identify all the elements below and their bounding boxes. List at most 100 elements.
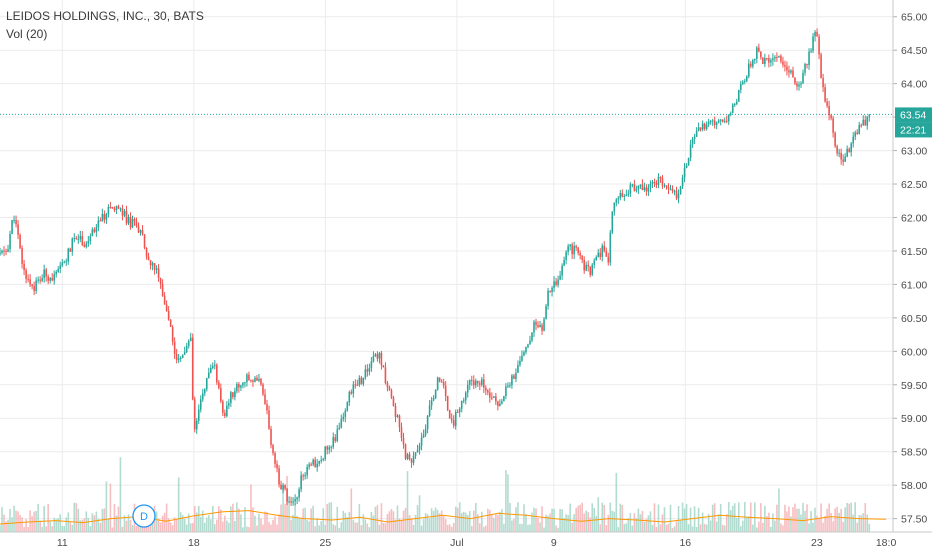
candle[interactable] — [0, 252, 1, 255]
candle[interactable] — [145, 247, 148, 257]
candle[interactable] — [374, 354, 377, 357]
candle[interactable] — [344, 410, 347, 417]
candle[interactable] — [123, 210, 126, 216]
candle[interactable] — [800, 83, 802, 85]
candle[interactable] — [448, 409, 451, 419]
candle[interactable] — [772, 58, 774, 61]
candle[interactable] — [778, 55, 780, 58]
candle[interactable] — [201, 393, 204, 400]
candle[interactable] — [354, 384, 357, 386]
candle[interactable] — [262, 384, 264, 395]
candle[interactable] — [125, 210, 128, 224]
candle[interactable] — [609, 232, 612, 263]
candle[interactable] — [238, 384, 240, 388]
candle[interactable] — [250, 380, 252, 382]
candle[interactable] — [551, 287, 553, 293]
candle[interactable] — [199, 399, 202, 410]
candle[interactable] — [244, 382, 246, 384]
candle[interactable] — [434, 389, 437, 399]
candle[interactable] — [205, 378, 208, 390]
candle[interactable] — [236, 384, 238, 392]
candle[interactable] — [318, 460, 320, 464]
candle[interactable] — [589, 266, 592, 275]
candle[interactable] — [651, 182, 654, 184]
candle[interactable] — [820, 54, 822, 79]
candle[interactable] — [143, 234, 146, 248]
candle[interactable] — [468, 380, 471, 385]
candle[interactable] — [161, 283, 164, 296]
candle[interactable] — [808, 51, 810, 66]
candle[interactable] — [224, 412, 226, 417]
candle[interactable] — [625, 194, 628, 196]
candle[interactable] — [308, 464, 310, 467]
candle[interactable] — [707, 121, 710, 125]
candle[interactable] — [776, 57, 778, 59]
candle[interactable] — [569, 244, 571, 247]
candle[interactable] — [737, 89, 740, 102]
candle[interactable] — [456, 412, 459, 414]
candle[interactable] — [675, 190, 678, 199]
candle[interactable] — [727, 114, 730, 122]
candle[interactable] — [302, 475, 304, 477]
candle[interactable] — [93, 229, 96, 232]
candle[interactable] — [370, 361, 373, 369]
candle[interactable] — [246, 374, 248, 383]
candle[interactable] — [828, 106, 830, 116]
candle[interactable] — [788, 70, 790, 73]
candle[interactable] — [729, 113, 732, 115]
candle[interactable] — [101, 213, 104, 222]
candle[interactable] — [735, 101, 738, 105]
candle[interactable] — [854, 132, 857, 137]
candle[interactable] — [396, 415, 399, 417]
candle[interactable] — [485, 387, 487, 391]
candle[interactable] — [270, 428, 272, 446]
candle[interactable] — [137, 225, 140, 233]
candle[interactable] — [637, 185, 640, 190]
candle[interactable] — [69, 248, 72, 252]
candle[interactable] — [804, 63, 806, 73]
candle[interactable] — [810, 50, 812, 52]
candle[interactable] — [489, 392, 491, 398]
candle[interactable] — [491, 397, 493, 399]
candle[interactable] — [157, 268, 160, 278]
candle[interactable] — [330, 446, 333, 448]
dividend-marker[interactable] — [132, 504, 156, 528]
candle[interactable] — [252, 380, 254, 382]
candle[interactable] — [264, 394, 266, 405]
candle[interactable] — [754, 58, 756, 61]
candle[interactable] — [378, 352, 381, 359]
candle[interactable] — [784, 64, 786, 67]
candle[interactable] — [356, 384, 359, 386]
candle[interactable] — [9, 233, 11, 250]
candle[interactable] — [483, 379, 485, 388]
candle[interactable] — [647, 187, 650, 192]
candle[interactable] — [866, 116, 869, 126]
candle[interactable] — [248, 374, 250, 381]
candle[interactable] — [31, 284, 33, 287]
candle[interactable] — [366, 369, 369, 372]
candle[interactable] — [3, 250, 5, 252]
candle[interactable] — [29, 279, 31, 285]
candle[interactable] — [87, 240, 90, 244]
candle[interactable] — [852, 136, 854, 144]
candle[interactable] — [155, 268, 158, 270]
candle[interactable] — [314, 459, 316, 468]
candle[interactable] — [398, 415, 401, 428]
candle[interactable] — [619, 193, 622, 198]
candle[interactable] — [15, 219, 17, 225]
candle[interactable] — [312, 459, 314, 465]
candle[interactable] — [667, 186, 670, 189]
candle[interactable] — [79, 236, 82, 240]
candle[interactable] — [402, 437, 405, 445]
candle[interactable] — [770, 60, 772, 63]
candle[interactable] — [175, 354, 178, 360]
candle[interactable] — [557, 279, 559, 285]
candle[interactable] — [507, 385, 509, 387]
candle[interactable] — [27, 278, 29, 280]
candle[interactable] — [830, 115, 832, 119]
candle[interactable] — [388, 387, 391, 391]
candle[interactable] — [466, 384, 469, 393]
candle[interactable] — [743, 80, 746, 82]
candle[interactable] — [607, 256, 610, 263]
candle[interactable] — [326, 446, 329, 450]
